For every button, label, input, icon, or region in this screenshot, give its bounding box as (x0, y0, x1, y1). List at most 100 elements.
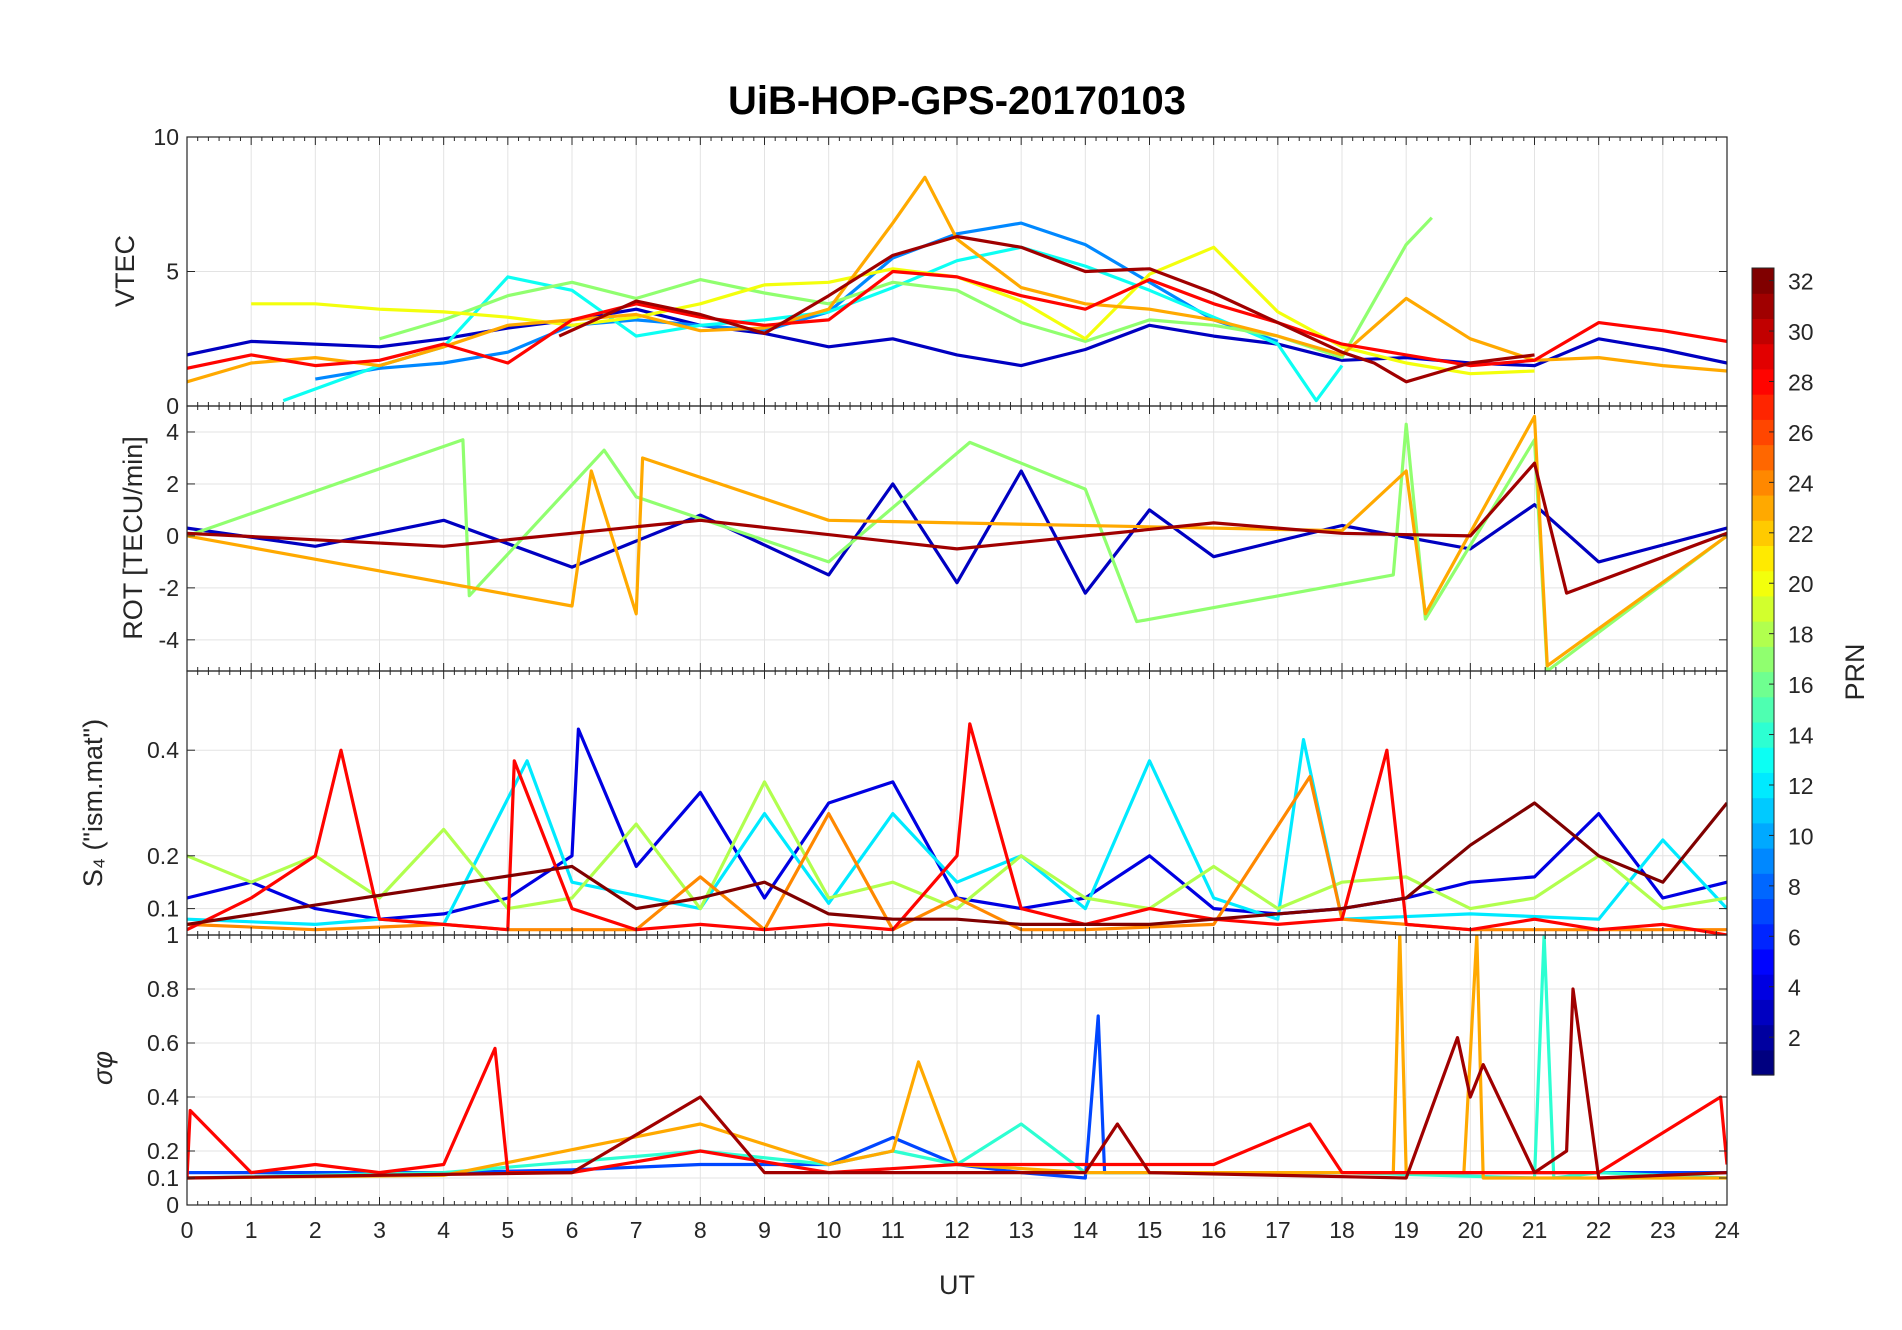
x-tick-label: 10 (816, 1217, 842, 1243)
y-axis-label-vtec: VTEC (110, 235, 140, 307)
colorbar-swatch (1752, 772, 1774, 799)
colorbar-swatch (1752, 822, 1774, 849)
vtec-series (187, 175, 1727, 403)
prn-3-line (187, 469, 1727, 595)
y-tick-label: 0.4 (147, 1084, 179, 1110)
prn-23-line (187, 414, 1727, 668)
y-tick-label: -4 (159, 627, 180, 653)
x-tick-label: 22 (1586, 1217, 1612, 1243)
colorbar-tick-label: 28 (1788, 369, 1814, 395)
colorbar-swatch (1752, 671, 1774, 698)
prn-23-line (187, 175, 1727, 384)
x-tick-label: 15 (1137, 1217, 1163, 1243)
colorbar-tick-label: 2 (1788, 1025, 1801, 1051)
prn-32-line (187, 801, 1727, 927)
colorbar-swatch (1752, 444, 1774, 471)
x-tick-label: 0 (181, 1217, 194, 1243)
colorbar-swatch (1752, 974, 1774, 1000)
colorbar-swatch (1752, 999, 1774, 1026)
x-tick-label: 4 (437, 1217, 450, 1243)
y-tick-label: 0.2 (147, 1138, 179, 1164)
colorbar-tick-label: 16 (1788, 672, 1814, 698)
x-tick-label: 20 (1458, 1217, 1484, 1243)
x-tick-label: 3 (373, 1217, 386, 1243)
colorbar-swatch (1752, 923, 1774, 950)
colorbar (1751, 267, 1775, 1076)
x-tick-label: 16 (1201, 1217, 1227, 1243)
colorbar-tick-label: 10 (1788, 823, 1814, 849)
prn-23-line (187, 935, 1727, 1180)
colorbar-tick-label: 4 (1788, 975, 1801, 1001)
x-tick-label: 6 (566, 1217, 579, 1243)
x-tick-label: 1 (245, 1217, 258, 1243)
colorbar-swatch (1752, 494, 1774, 521)
colorbar-tick-label: 14 (1788, 723, 1814, 749)
prn-31-line (558, 234, 1535, 384)
colorbar-swatch (1752, 721, 1774, 748)
sigma-phi-series (187, 935, 1727, 1180)
y-tick-label: 0.8 (147, 976, 179, 1002)
x-tick-labels: 0 1 2 3 4 5 6 7 8 9 10 11 12 13 14 15 16 17 18 19 20 21 22 23 24 (181, 1217, 1740, 1243)
colorbar-tick-label: 8 (1788, 874, 1801, 900)
chart-title: UiB-HOP-GPS-20170103 (728, 79, 1186, 123)
colorbar-frame (1751, 267, 1775, 1076)
colorbar-tick-label: 26 (1788, 420, 1814, 446)
prn-28-line (187, 722, 1727, 935)
x-axis-label: UT (939, 1270, 975, 1300)
colorbar-swatch (1752, 898, 1774, 925)
x-tick-label: 17 (1265, 1217, 1291, 1243)
colorbar-swatch (1752, 646, 1774, 673)
panel-frames (186, 136, 1728, 1206)
prn-18-line (187, 780, 1727, 911)
x-tick-label: 7 (630, 1217, 643, 1243)
prn-4-line (187, 727, 1727, 921)
x-tick-label: 23 (1650, 1217, 1676, 1243)
prn-9-line (315, 221, 1279, 381)
colorbar-swatch (1752, 520, 1774, 547)
colorbar-tick-label: 20 (1788, 571, 1814, 597)
x-tick-label: 8 (694, 1217, 707, 1243)
colorbar-swatch (1752, 747, 1774, 773)
y-axis-label-s4: S₄ ("ism.mat") (78, 719, 108, 887)
y-tick-label: 10 (153, 124, 179, 150)
x-tick-label: 13 (1008, 1217, 1034, 1243)
colorbar-swatch (1752, 948, 1774, 975)
y-tick-label: 0.1 (147, 896, 179, 922)
colorbar-swatch (1752, 419, 1774, 446)
y-tick-label: 5 (166, 259, 179, 285)
colorbar-tick-label: 24 (1788, 470, 1814, 496)
y-tick-label: 0.4 (147, 737, 179, 763)
prn-28-line (187, 269, 1727, 370)
prn-17-line (187, 422, 1727, 671)
colorbar-tick-label: 18 (1788, 622, 1814, 648)
colorbar-swatch (1752, 595, 1774, 622)
y-tick-label: 2 (166, 471, 179, 497)
x-tick-label: 5 (501, 1217, 514, 1243)
colorbar-tick-label: 30 (1788, 319, 1814, 345)
colorbar-swatch (1752, 293, 1774, 320)
rot-series (187, 414, 1727, 671)
colorbar-tick-label: 6 (1788, 924, 1801, 950)
x-tick-label: 14 (1073, 1217, 1099, 1243)
colorbar-tick-label: 12 (1788, 773, 1814, 799)
x-tick-label: 19 (1393, 1217, 1419, 1243)
colorbar-tick-label: 32 (1788, 269, 1814, 295)
x-tick-label: 24 (1714, 1217, 1740, 1243)
x-tick-label: 2 (309, 1217, 322, 1243)
y-axis-label-rot: ROT [TECU/min] (118, 436, 148, 640)
colorbar-swatch (1752, 368, 1774, 395)
colorbar-swatch (1752, 1049, 1774, 1076)
prn-31-line (187, 987, 1727, 1180)
colorbar-label: PRN (1840, 643, 1870, 700)
y-tick-label: 0.1 (147, 1165, 179, 1191)
y-tick-label: 0.6 (147, 1030, 179, 1056)
y-axis-label-sigma-phi: σφ (88, 1051, 118, 1085)
x-tick-label: 12 (944, 1217, 970, 1243)
colorbar-swatch (1752, 621, 1774, 647)
colorbar-swatch (1752, 873, 1774, 900)
colorbar-swatch (1752, 394, 1774, 420)
colorbar-swatch (1752, 268, 1774, 294)
colorbar-swatch (1752, 1024, 1774, 1051)
